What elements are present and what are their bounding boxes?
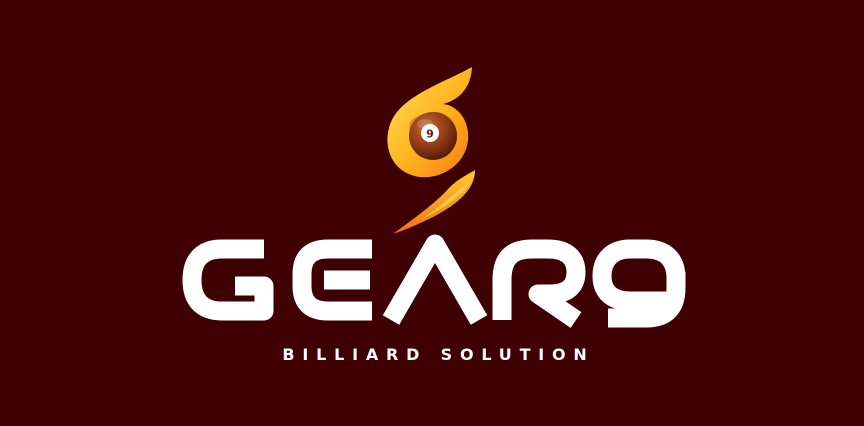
gear9-wordmark-logo: GEAR9	[180, 232, 690, 330]
letter-a	[382, 234, 488, 325]
ball-number-label: 9	[426, 128, 434, 141]
wordmark-letterforms	[182, 234, 686, 328]
letter-g	[182, 239, 274, 321]
brand-name: GEAR9	[690, 232, 691, 233]
letter-e	[292, 239, 372, 321]
tagline: BILLIARD SOLUTION	[282, 345, 595, 364]
letter-r	[492, 239, 586, 328]
flame-billiard-ball-icon: 9	[387, 67, 475, 234]
letter-9	[592, 239, 686, 328]
